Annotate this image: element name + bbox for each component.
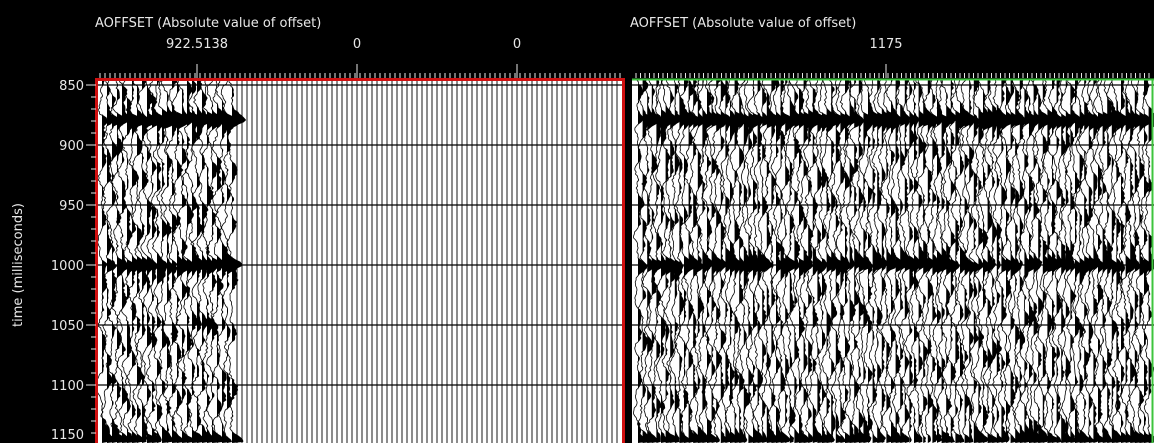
left-axis-title: AOFFSET (Absolute value of offset) — [95, 16, 321, 31]
top-tick-label: 0 — [513, 37, 521, 52]
y-tick-label: 900 — [59, 139, 84, 154]
top-tick-label: 1175 — [869, 37, 902, 52]
y-axis-label: time (milliseconds) — [11, 203, 26, 327]
y-tick-label: 950 — [59, 199, 84, 214]
seismic-viewer: AOFFSET (Absolute value of offset) AOFFS… — [0, 0, 1154, 443]
y-tick-label: 1000 — [51, 259, 84, 274]
y-tick-label: 850 — [59, 79, 84, 94]
page: AOFFSET (Absolute value of offset) AOFFS… — [0, 0, 1154, 443]
right-axis-title: AOFFSET (Absolute value of offset) — [630, 16, 856, 31]
y-tick-label: 1150 — [51, 428, 84, 443]
top-tick-label: 922.5138 — [166, 37, 228, 52]
top-tick-label: 0 — [353, 37, 361, 52]
y-tick-label: 1050 — [51, 319, 84, 334]
y-tick-label: 1100 — [51, 379, 84, 394]
